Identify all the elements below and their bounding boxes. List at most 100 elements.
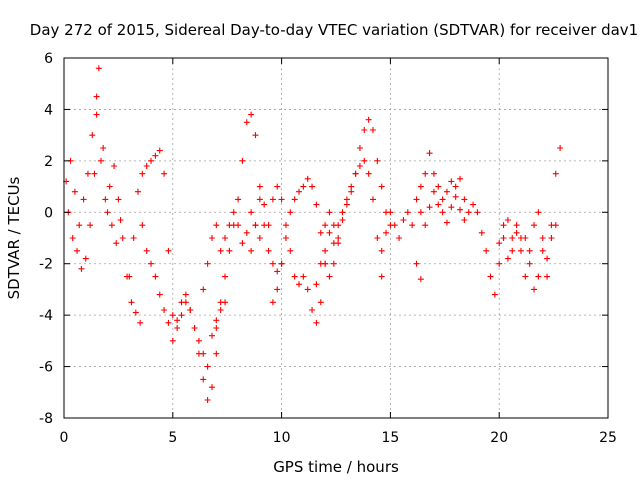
series-sat-m bbox=[417, 188, 468, 229]
data-point bbox=[161, 307, 168, 313]
data-point bbox=[435, 183, 442, 190]
data-point bbox=[383, 229, 390, 236]
data-point bbox=[128, 299, 135, 306]
data-point bbox=[217, 247, 224, 254]
data-point bbox=[178, 312, 185, 319]
data-point bbox=[187, 307, 194, 313]
data-point bbox=[330, 240, 337, 247]
data-point bbox=[504, 217, 511, 223]
data-point bbox=[119, 235, 126, 241]
data-point bbox=[356, 145, 363, 151]
data-point bbox=[544, 273, 551, 280]
data-point bbox=[526, 247, 533, 254]
series-sat-h bbox=[269, 175, 342, 306]
data-point bbox=[204, 260, 211, 267]
y-axis: -8 -6 -4 -2 0 2 4 6 bbox=[39, 51, 608, 427]
data-point bbox=[191, 325, 198, 331]
data-point bbox=[200, 376, 207, 383]
y-tick-label: 6 bbox=[44, 51, 53, 67]
data-point bbox=[448, 204, 455, 211]
data-point bbox=[369, 127, 376, 133]
data-point bbox=[106, 183, 113, 190]
data-point bbox=[313, 281, 320, 288]
data-point bbox=[282, 235, 289, 241]
data-point bbox=[134, 188, 141, 195]
data-point bbox=[269, 299, 276, 306]
data-point bbox=[235, 196, 242, 203]
data-point bbox=[97, 157, 104, 164]
data-point bbox=[78, 265, 85, 272]
data-point bbox=[113, 240, 120, 247]
data-point bbox=[439, 196, 446, 203]
data-point bbox=[348, 183, 355, 190]
data-point bbox=[226, 247, 233, 254]
data-point bbox=[526, 260, 533, 267]
data-point bbox=[93, 93, 100, 100]
data-point bbox=[252, 132, 259, 139]
series-sat-k bbox=[378, 209, 424, 283]
data-point bbox=[104, 209, 111, 216]
data-point bbox=[204, 397, 211, 403]
data-point bbox=[226, 222, 233, 229]
data-point bbox=[378, 247, 385, 254]
data-point bbox=[239, 157, 246, 164]
data-point bbox=[169, 337, 176, 344]
data-point bbox=[365, 116, 372, 123]
data-point bbox=[291, 196, 298, 203]
data-point bbox=[483, 247, 490, 254]
data-point bbox=[252, 222, 259, 229]
data-point bbox=[174, 317, 181, 324]
series-sat-b bbox=[65, 65, 124, 272]
y-tick-label: -6 bbox=[39, 360, 53, 376]
data-point bbox=[243, 229, 250, 236]
data-point bbox=[504, 255, 511, 262]
data-point bbox=[248, 111, 255, 118]
series-sat-i bbox=[322, 116, 394, 241]
data-point bbox=[426, 150, 433, 157]
data-point bbox=[76, 222, 83, 229]
data-point bbox=[378, 183, 385, 190]
data-point bbox=[461, 196, 468, 203]
data-point bbox=[274, 183, 281, 190]
data-point bbox=[491, 291, 498, 298]
data-point bbox=[261, 201, 268, 208]
data-point bbox=[87, 222, 94, 229]
data-point bbox=[513, 222, 520, 229]
data-point bbox=[487, 273, 494, 280]
data-point bbox=[330, 260, 337, 267]
data-point bbox=[478, 229, 485, 236]
data-point bbox=[208, 235, 215, 241]
data-point bbox=[517, 235, 524, 241]
data-point bbox=[117, 217, 124, 223]
data-point bbox=[365, 170, 372, 177]
data-point bbox=[422, 222, 429, 229]
data-point bbox=[143, 163, 150, 169]
data-point bbox=[278, 196, 285, 203]
data-point bbox=[343, 196, 350, 203]
data-point bbox=[322, 222, 329, 229]
data-point bbox=[317, 229, 324, 236]
series-sat-l bbox=[413, 150, 481, 216]
data-point bbox=[248, 209, 255, 216]
data-point bbox=[169, 312, 176, 319]
data-point bbox=[182, 299, 189, 306]
data-point bbox=[539, 235, 546, 241]
data-point bbox=[335, 235, 342, 241]
data-point bbox=[195, 337, 202, 344]
data-point bbox=[300, 183, 307, 190]
data-point bbox=[500, 235, 507, 241]
data-point bbox=[413, 260, 420, 267]
data-point bbox=[361, 127, 368, 133]
y-tick-label: 4 bbox=[44, 102, 53, 118]
data-point bbox=[243, 119, 250, 126]
data-point bbox=[152, 273, 159, 280]
data-point bbox=[213, 325, 220, 331]
data-point bbox=[531, 222, 538, 229]
data-point bbox=[509, 247, 516, 254]
data-point bbox=[89, 132, 96, 139]
data-point bbox=[200, 286, 207, 293]
data-point bbox=[517, 247, 524, 254]
data-point bbox=[265, 222, 272, 229]
data-point bbox=[326, 273, 333, 280]
